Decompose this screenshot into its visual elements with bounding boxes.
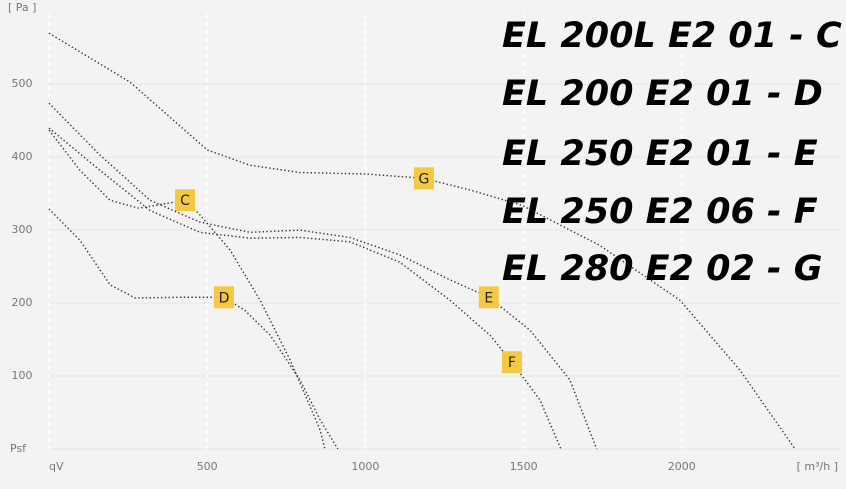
curve [48,129,326,450]
curve-label-box [501,351,522,374]
legend-entry: EL 200L E2 01 - C [502,16,842,56]
curve-label-box [478,286,499,309]
y-tick-label: 200 [12,296,33,309]
curve-label: D [219,290,230,306]
x-unit: [ m³/h ] [797,460,838,473]
legend-entry: EL 200 E2 01 - D [502,74,823,114]
curve [48,208,339,450]
legend-entry: EL 280 E2 02 - G [502,249,822,289]
y-tick-label: 100 [12,369,33,382]
x-tick-label: 500 [197,460,218,473]
curve-label: G [419,171,430,187]
x-tick-label: 2000 [668,460,696,473]
curve-label-box [175,189,196,212]
curve [48,102,598,450]
x-tick-label: 1000 [351,460,379,473]
x-tick-label: 1500 [510,460,538,473]
y-tick-label: 300 [12,223,33,236]
y-tick-label: 400 [12,150,33,163]
y-tick-label: 500 [12,77,33,90]
x-tick-label: qV [49,460,64,473]
y-unit: [ Pa ] [8,1,36,14]
y-tick-label: Psf [10,442,27,455]
curve-label: F [508,355,516,371]
curve [48,32,796,450]
curve-label: C [180,193,190,209]
legend-entry: EL 250 E2 01 - E [502,134,818,174]
curve-label-box [413,167,434,190]
curve-label-box [213,286,234,309]
curve-label: E [484,290,493,306]
legend-entry: EL 250 E2 06 - F [502,192,818,232]
